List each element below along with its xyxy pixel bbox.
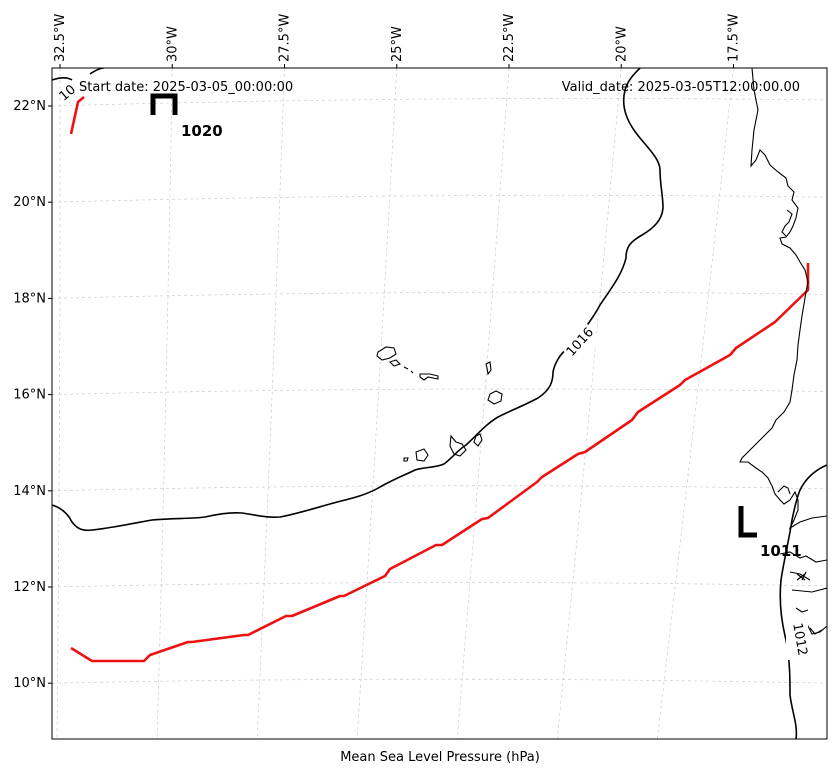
isobar-label-1012: 1012 [789,622,810,657]
isobar-1016 [52,68,664,532]
lat-tick-label: 12°N [13,580,46,595]
map-frame [51,67,828,740]
map-features [52,68,827,739]
island-maio [473,433,483,447]
meridian-line [256,68,285,739]
parallel-line [52,485,827,492]
low-symbol [738,506,757,538]
island-sao-nicolau [419,373,439,381]
island-sao-vicente [388,359,402,367]
parallel-line [52,582,827,588]
lon-tick-label: 32.5°W [53,14,68,62]
lon-tick-label: 22.5°W [502,14,517,62]
map-xlabel: Mean Sea Level Pressure (hPa) [340,750,540,765]
lon-tick-label: 30°W [165,26,180,62]
parallel-line [52,291,827,299]
isobar-top-left [52,76,73,81]
small-cross-mark [796,573,806,581]
lat-tick-label: 18°N [13,291,46,306]
longitude-ticks: 32.5°W 30°W 27.5°W 25°W 22.5°W 20°W 17.5°W [53,14,742,68]
isobar-label-1012-halo [786,620,808,660]
lon-tick-label: 27.5°W [278,14,293,62]
isobar-top-left-2 [89,68,105,75]
meridian-line [56,68,61,739]
trough-line-top-left [69,96,85,135]
valid-date: Valid_date: 2025-03-05T12:00:00.00 [562,80,800,95]
meridian-line [156,68,173,739]
isobar-1012 [779,464,827,739]
island-santiago [449,434,467,457]
coastline-africa-2 [777,209,827,635]
lat-tick-label: 20°N [13,195,46,210]
meridian-line [456,68,510,739]
lat-tick-label: 14°N [13,484,46,499]
meridian-line [656,68,734,739]
island-santa-luzia [403,366,414,374]
parallel-line [52,194,827,203]
graticule [52,68,827,739]
latitude-ticks: 22°N 20°N 18°N 16°N 14°N 12°N 10°N [13,99,52,691]
meridian-line [356,68,398,739]
lat-tick-label: 10°N [13,676,46,691]
island-santo-antao [376,346,397,361]
high-symbol [150,93,178,115]
island-brava [403,457,409,462]
island-fogo [415,448,429,462]
start-date: Start date: 2025-03-05_00:00:00 [79,80,293,95]
parallel-line [52,388,827,395]
coastline-africa [739,68,827,530]
lat-tick-label: 22°N [13,99,46,114]
parallel-line [52,98,827,107]
island-boa-vista [487,390,503,405]
high-center-value: 1020 [181,122,223,140]
isobar-label-partial: 10 [57,82,79,104]
meridian-line [556,68,622,739]
lon-tick-label: 20°W [614,26,629,62]
island-sal [485,361,492,376]
parallel-line [52,678,827,684]
low-center-value: 1011 [760,542,802,560]
lon-tick-label: 17.5°W [727,14,742,62]
lat-tick-label: 16°N [13,388,46,403]
trough-line-main [70,263,810,663]
lon-tick-label: 25°W [390,26,405,62]
isobar-label-1016-halo [552,314,604,366]
